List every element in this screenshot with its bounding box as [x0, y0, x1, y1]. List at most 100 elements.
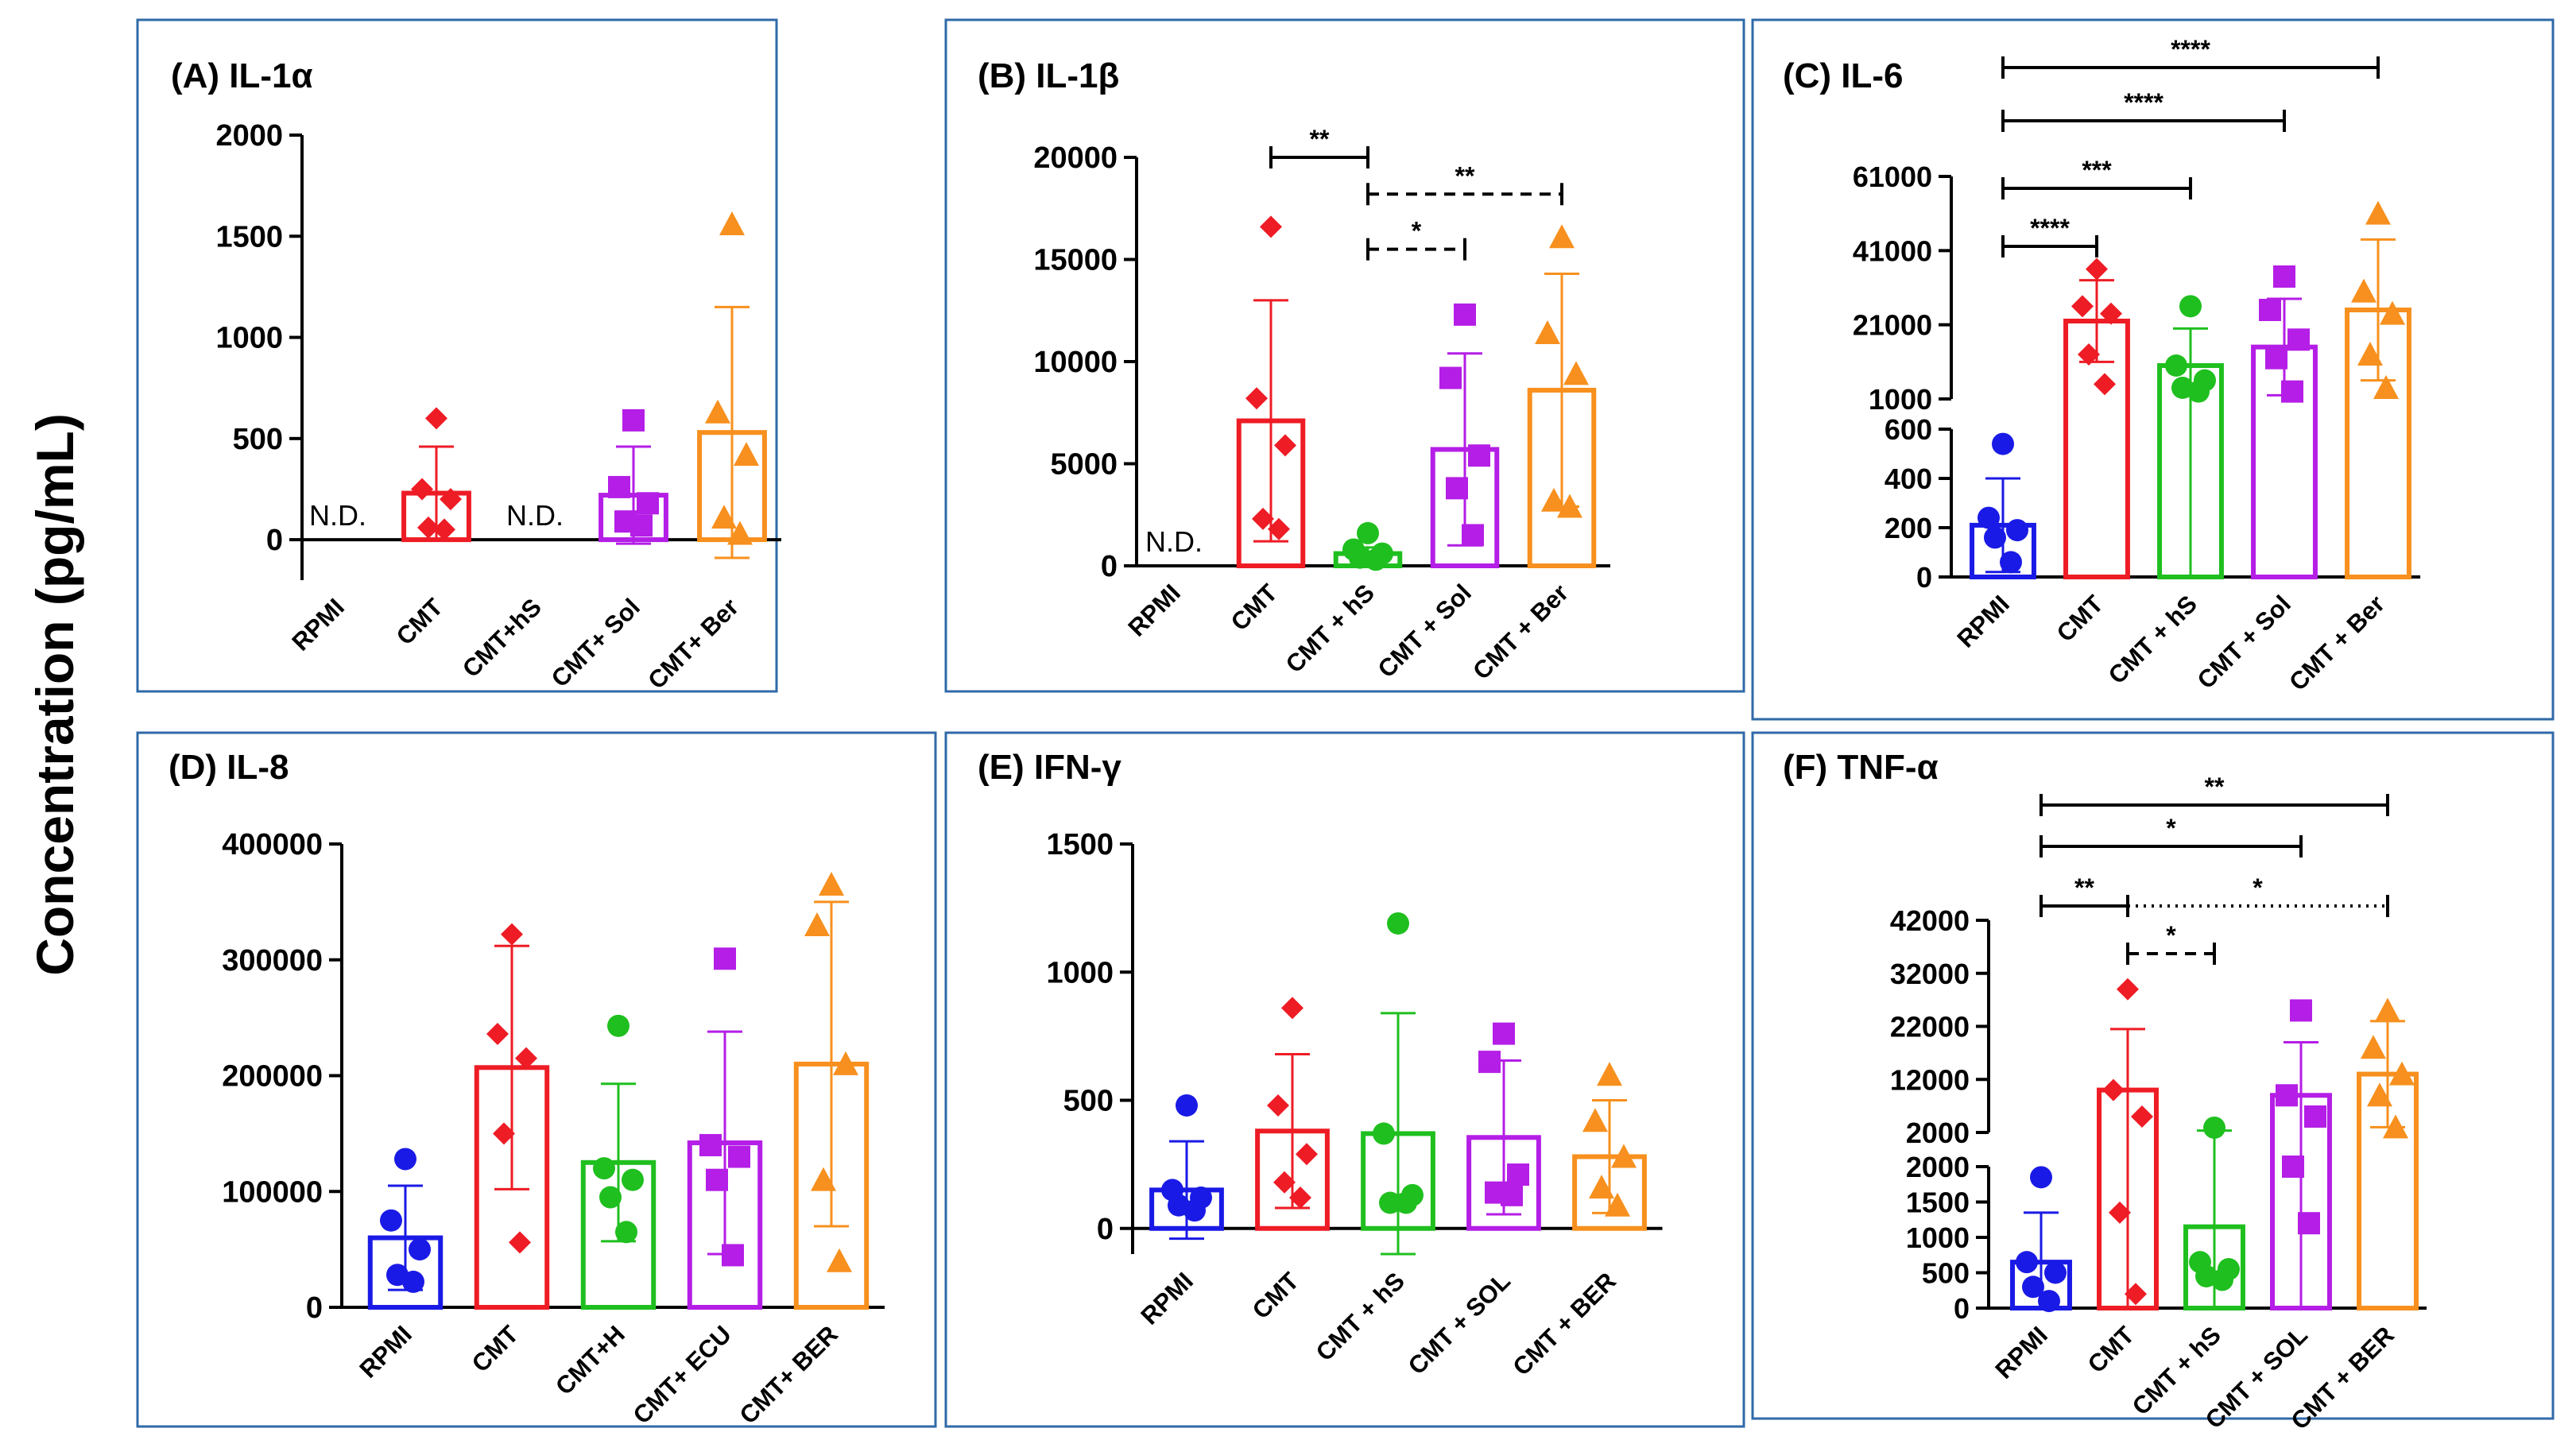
data-point — [1507, 1163, 1529, 1187]
data-point — [2389, 1061, 2415, 1086]
data-point — [1541, 487, 1567, 512]
data-point — [1296, 1143, 1318, 1166]
data-point — [711, 505, 737, 529]
data-point — [2125, 1283, 2147, 1306]
data-point — [2380, 300, 2405, 325]
data-point — [630, 514, 653, 537]
panel-frame — [136, 18, 778, 693]
data-point — [1611, 1144, 1637, 1168]
y-axis-label: Concentration (pg/mL) — [25, 413, 84, 976]
y-tick-label: 1000 — [1869, 383, 1932, 416]
group-3: CMT + Sol — [1373, 303, 1500, 683]
y-tick-label: 1000 — [1906, 1221, 1970, 1254]
data-point — [1605, 1192, 1630, 1217]
y-tick-label: 10000 — [1033, 346, 1118, 379]
data-point — [1373, 1122, 1395, 1145]
group-3: CMT + Sol — [2192, 265, 2318, 695]
data-point — [1501, 1183, 1523, 1206]
data-point — [1493, 1022, 1515, 1045]
data-point — [2361, 1035, 2386, 1059]
group-1: CMT — [2082, 978, 2159, 1378]
group-2: CMT+H — [550, 1014, 657, 1400]
data-point — [2383, 1114, 2408, 1139]
data-point — [2304, 1105, 2326, 1128]
data-point — [804, 912, 830, 937]
x-tick-label: CMT + Ber — [1467, 579, 1574, 685]
group-3: CMT + SOL — [2200, 999, 2332, 1434]
group-0: RPMI — [1135, 1094, 1224, 1330]
data-point — [827, 1248, 852, 1272]
significance-bracket: * — [2126, 921, 2216, 965]
data-point — [2000, 551, 2022, 574]
group-2: N.D. CMT+hS — [457, 499, 564, 683]
y-tick-label: 0 — [1101, 550, 1118, 583]
group-4: CMT+ BER — [734, 872, 870, 1430]
x-tick-label: RPMI — [286, 593, 350, 656]
data-point — [608, 475, 630, 498]
y-tick-label: 0 — [306, 1291, 323, 1325]
y-tick-label: 41000 — [1853, 234, 1932, 267]
data-point — [1462, 524, 1484, 547]
panel-b: (B) IL-1β 0 5000 10000 15000 20000 N.D. RPMI CMT… — [944, 18, 1745, 693]
data-point — [1252, 507, 1274, 530]
x-tick-label: CMT — [391, 593, 448, 650]
significance-label: **** — [2171, 35, 2210, 64]
y-tick-label: 20000 — [1033, 141, 1118, 175]
x-tick-label: RPMI — [1135, 1267, 1199, 1330]
x-tick-label: CMT+ ECU — [628, 1320, 737, 1429]
x-tick-label: CMT — [1226, 579, 1283, 636]
significance-bracket: **** — [2001, 35, 2380, 79]
y-tick-label: 400000 — [222, 828, 323, 861]
y-tick-label: 2000 — [1906, 1151, 1970, 1183]
x-tick-label: CMT + BER — [1507, 1267, 1621, 1380]
data-point — [394, 1148, 416, 1171]
significance-label: * — [1412, 217, 1422, 246]
data-point — [440, 488, 462, 511]
x-tick-label: RPMI — [1122, 579, 1186, 642]
data-point — [714, 947, 736, 970]
group-1: CMT — [467, 923, 550, 1377]
x-tick-label: CMT+ Ber — [642, 593, 744, 695]
x-tick-label: CMT + SOL — [1403, 1267, 1516, 1380]
data-point — [509, 1231, 531, 1254]
data-point — [1984, 526, 2006, 549]
y-tick-label: 2000 — [215, 119, 283, 153]
data-point — [2365, 200, 2391, 225]
significance-bracket: **** — [2001, 88, 2286, 132]
y-tick-label: 5000 — [1050, 448, 1118, 482]
data-point — [706, 1168, 728, 1191]
x-tick-label: RPMI — [354, 1320, 417, 1384]
data-point — [622, 408, 645, 432]
data-point — [1176, 1094, 1198, 1117]
y-tick-label: 100000 — [222, 1175, 323, 1209]
data-point — [1268, 517, 1290, 540]
data-point — [2044, 1261, 2067, 1284]
data-point — [1478, 1051, 1501, 1074]
data-point — [1357, 521, 1379, 544]
x-tick-label: CMT+hS — [457, 593, 547, 683]
data-point — [2187, 380, 2210, 403]
data-point — [719, 211, 745, 235]
data-point — [2078, 343, 2100, 366]
data-point — [1395, 1191, 1417, 1214]
data-point — [1597, 1062, 1622, 1086]
significance-label: * — [2253, 873, 2263, 902]
x-tick-label: CMT + hS — [1280, 579, 1380, 678]
data-point — [1365, 548, 1387, 571]
data-point — [2273, 265, 2295, 288]
data-point — [515, 1047, 537, 1070]
panel-frame — [136, 731, 937, 1428]
group-2: CMT + hS — [2127, 1116, 2245, 1420]
data-point — [2100, 302, 2122, 325]
y-tick-label: 42000 — [1890, 904, 1970, 937]
data-point — [380, 1209, 402, 1232]
data-point — [2094, 373, 2116, 396]
data-point — [2030, 1166, 2052, 1189]
y-axis: 1000 21000 41000 61000 0 200 400 600 — [1853, 161, 2421, 594]
data-point — [2211, 1268, 2233, 1291]
data-point — [1978, 506, 2000, 529]
data-point — [2287, 328, 2310, 351]
